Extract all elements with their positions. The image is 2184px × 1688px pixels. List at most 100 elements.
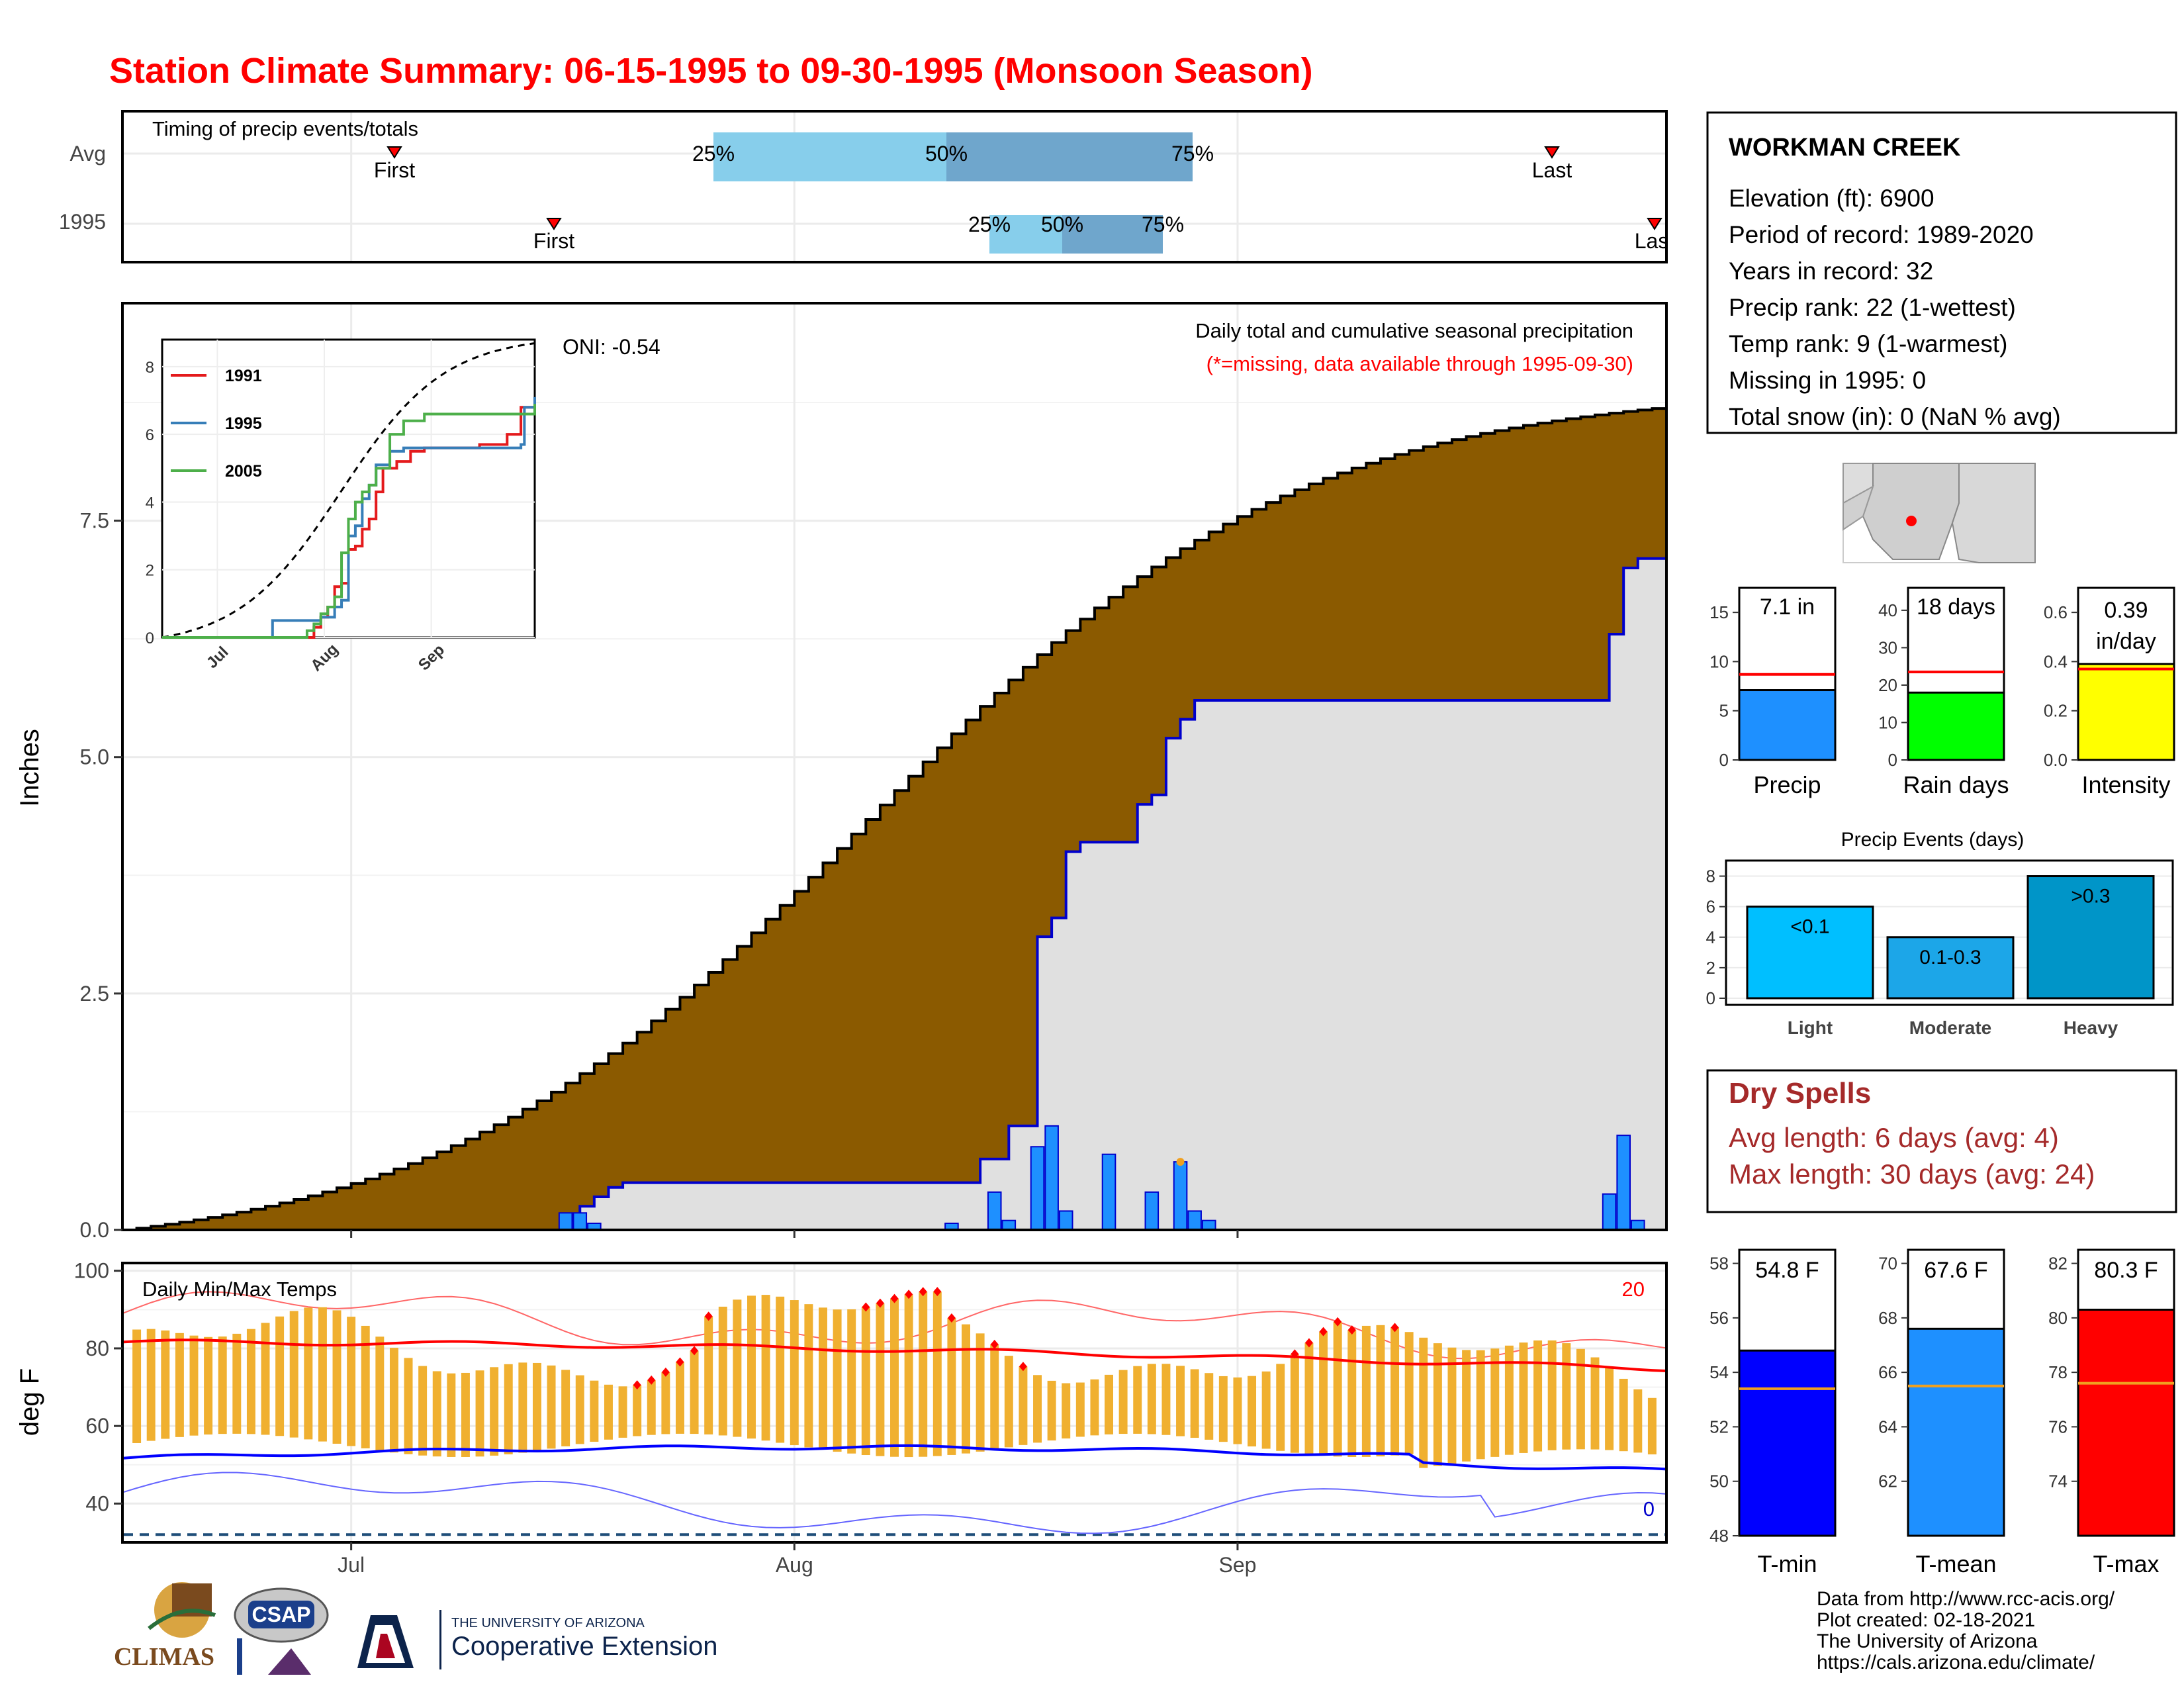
mini-bar-tick-label: 10 [1878,712,1897,732]
daily-temp-bar [1205,1373,1214,1440]
temp-ytick-label: 40 [85,1491,109,1515]
record-high-marker [919,1287,927,1297]
daily-temp-bar [1105,1374,1114,1434]
temp-bar-tick-label: 80 [2048,1308,2068,1328]
daily-temp-bar [647,1380,656,1435]
avg-last-label: Last [1532,158,1572,182]
daily-temp-bar [790,1300,799,1446]
daily-temp-bar [761,1295,770,1441]
mini-bar-tick-label: 5 [1719,701,1729,721]
daily-temp-bar [132,1329,142,1443]
daily-temp-bar [590,1380,599,1442]
record-min-line [122,1472,1667,1534]
daily-temp-bar [361,1325,370,1448]
temp-bar-value: 67.6 F [1924,1258,1987,1283]
temp-bar-tick-label: 78 [2048,1362,2068,1382]
credit-line-3: The University of Arizona [1817,1630,2038,1652]
record-high-marker [890,1293,899,1303]
daily-temp-bar [161,1330,170,1439]
avg-last-marker [1544,146,1560,159]
year-quartile-low [989,215,1062,254]
avg-max-line [122,1338,1667,1372]
record-high-marker [704,1311,713,1321]
daily-temp-bar [1490,1348,1500,1457]
inset-ytick-label: 8 [146,359,154,377]
daily-temp-bar [1590,1357,1600,1450]
daily-temp-bar [475,1370,484,1457]
temp-bar-tick-label: 82 [2048,1254,2068,1274]
daily-temp-bar [1504,1345,1514,1455]
inset-series-1991 [162,404,536,639]
record-high-marker [676,1357,684,1367]
inset-legend-label: 2005 [225,462,262,481]
temp-bar-label: T-max [2093,1550,2159,1577]
daily-temp-bar [1218,1376,1228,1442]
temp-panel-label: Daily Min/Max Temps [142,1278,337,1301]
timing-panel: Timing of precip events/totals Avg 1995 … [59,110,1675,263]
daily-temp-bar [1619,1378,1628,1452]
daily-temp-bar [1576,1348,1585,1450]
daily-temp-bar [1519,1342,1528,1453]
daily-precip-bar [572,1212,588,1231]
daily-temp-bar [618,1386,627,1438]
daily-temp-bar [1462,1350,1471,1462]
ua-cooperative-extension-logo: THE UNIVERSITY OF ARIZONA Cooperative Ex… [357,1610,717,1669]
daily-precip-bar [1144,1191,1160,1231]
station-location-dot [1906,516,1917,526]
daily-temp-bar [246,1329,255,1434]
coop-extension-text: Cooperative Extension [451,1632,717,1661]
events-tick-label: 4 [1706,927,1715,947]
record-high-marker [690,1346,699,1356]
temp-ylabel: deg F [15,1368,44,1436]
temp-bar-tick-label: 58 [1709,1254,1729,1274]
dry-spells-max: Max length: 30 days (avg: 24) [1729,1158,2095,1190]
daily-temp-bar [504,1364,513,1455]
temp-bar-tick-label: 74 [2048,1472,2068,1491]
daily-temp-bar [1476,1350,1485,1460]
temp-bar-tick-label: 52 [1709,1417,1729,1436]
temp-bar-tick-label: 70 [1878,1254,1897,1274]
station-info-line: Period of record: 1989-2020 [1729,221,2034,248]
mini-bar-tick-label: 0.4 [2044,651,2068,671]
daily-temp-bar [718,1306,727,1436]
inset-legend-label: 1991 [225,367,262,385]
record-high-marker [661,1367,670,1377]
mini-bar-tick-label: 40 [1878,600,1897,620]
events-bar-heavy [2026,875,2155,1000]
daily-temp-bar [375,1336,385,1451]
daily-temp-bar [1304,1342,1314,1455]
daily-temp-bar [1133,1366,1142,1434]
daily-temp-bar [1062,1383,1071,1439]
year-cumulative-area [122,557,1668,1231]
station-info-line: Precip rank: 22 (1-wettest) [1729,294,2016,321]
precip-panel-subtitle: (*=missing, data available through 1995-… [1206,352,1633,375]
temp-ytick-label: 100 [74,1259,109,1283]
year-last-label: Last [1635,229,1675,253]
daily-precip-bar [1616,1135,1631,1231]
record-high-marker [876,1298,884,1308]
mini-bar-tick-label: 10 [1709,651,1729,671]
daily-temp-bar [1290,1354,1299,1453]
daily-temp-bar [1276,1364,1285,1451]
daily-precip-bar [1602,1193,1617,1231]
mini-bar-value: 0.39 [2104,598,2148,623]
daily-temp-bar [675,1362,684,1434]
inset-ytick-label: 4 [146,494,154,512]
temp-bar-tick-label: 56 [1709,1308,1729,1328]
precip-ytick-label: 2.5 [80,982,109,1006]
avg-min-line [122,1444,1667,1471]
record-high-marker [1347,1325,1356,1335]
events-tick-label: 0 [1706,988,1715,1008]
record-high-marker [1304,1338,1313,1348]
daily-temp-bar [175,1333,184,1437]
record-high-marker [947,1313,956,1323]
daily-temp-bar [1433,1343,1442,1466]
mini-bar-label: Intensity [2081,771,2170,798]
daily-temp-bar [990,1344,999,1450]
mini-bar-tick-label: 30 [1878,637,1897,657]
daily-temp-bar [490,1367,499,1456]
station-name: WORKMAN CREEK [1729,134,1961,162]
timing-row-avg-label: Avg [69,142,106,165]
daily-temp-bar [633,1385,642,1436]
record-high-marker [933,1287,942,1297]
